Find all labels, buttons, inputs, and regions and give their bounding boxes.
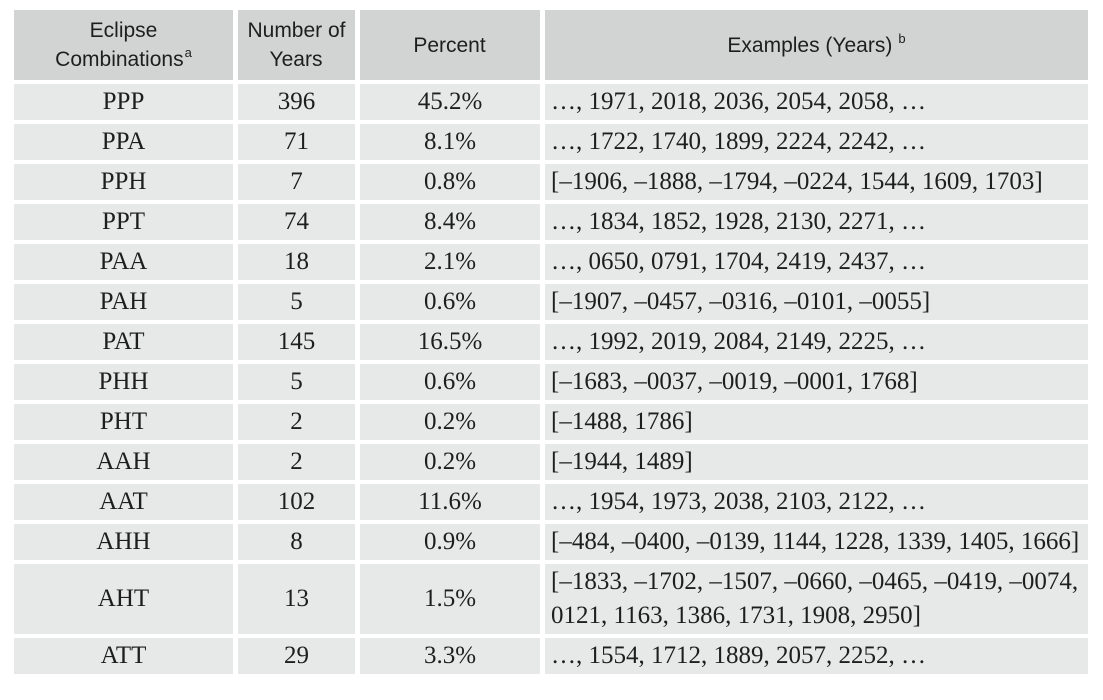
cell-number-of-years: 2 — [238, 404, 355, 440]
table-row: AHH 8 0.9% [–484, –0400, –0139, 1144, 12… — [14, 524, 1088, 560]
column-header-label: Examples (Years) b — [727, 30, 906, 57]
cell-eclipse-combination: PPP — [14, 84, 233, 120]
cell-eclipse-combination: ATT — [14, 638, 233, 674]
cell-examples-years: …, 1992, 2019, 2084, 2149, 2225, … — [545, 324, 1088, 360]
footnote-marker-a: a — [184, 45, 192, 60]
column-header-examples: Examples (Years) b — [545, 10, 1088, 80]
table-row: PAA 18 2.1% …, 0650, 0791, 1704, 2419, 2… — [14, 244, 1088, 280]
cell-percent: 0.8% — [360, 164, 540, 200]
table-row: PPA 71 8.1% …, 1722, 1740, 1899, 2224, 2… — [14, 124, 1088, 160]
column-header-number-of-years: Number of Years — [238, 10, 355, 80]
cell-examples-years: [–1944, 1489] — [545, 444, 1088, 480]
column-header-percent: Percent — [360, 10, 540, 80]
cell-percent: 45.2% — [360, 84, 540, 120]
cell-number-of-years: 74 — [238, 204, 355, 240]
column-header-label: Number of Years — [247, 19, 346, 71]
column-header-label: Eclipse Combinationsa — [55, 19, 192, 71]
cell-eclipse-combination: AAH — [14, 444, 233, 480]
cell-number-of-years: 7 — [238, 164, 355, 200]
cell-examples-years: …, 1834, 1852, 1928, 2130, 2271, … — [545, 204, 1088, 240]
cell-eclipse-combination: PAT — [14, 324, 233, 360]
cell-examples-years: …, 1971, 2018, 2036, 2054, 2058, … — [545, 84, 1088, 120]
table-row: PPH 7 0.8% [–1906, –1888, –1794, –0224, … — [14, 164, 1088, 200]
cell-examples-years: …, 1954, 1973, 2038, 2103, 2122, … — [545, 484, 1088, 520]
cell-eclipse-combination: AAT — [14, 484, 233, 520]
cell-number-of-years: 13 — [238, 564, 355, 634]
cell-percent: 8.1% — [360, 124, 540, 160]
table-row: PPP 396 45.2% …, 1971, 2018, 2036, 2054,… — [14, 84, 1088, 120]
table-row: PAH 5 0.6% [–1907, –0457, –0316, –0101, … — [14, 284, 1088, 320]
table-row: AAT 102 11.6% …, 1954, 1973, 2038, 2103,… — [14, 484, 1088, 520]
table-row: PPT 74 8.4% …, 1834, 1852, 1928, 2130, 2… — [14, 204, 1088, 240]
cell-examples-years: [–1906, –1888, –1794, –0224, 1544, 1609,… — [545, 164, 1088, 200]
cell-eclipse-combination: PHT — [14, 404, 233, 440]
table-row: AHT 13 1.5% [–1833, –1702, –1507, –0660,… — [14, 564, 1088, 634]
cell-percent: 11.6% — [360, 484, 540, 520]
column-header-eclipse-combinations: Eclipse Combinationsa — [14, 10, 233, 80]
table-row: ATT 29 3.3% …, 1554, 1712, 1889, 2057, 2… — [14, 638, 1088, 674]
cell-number-of-years: 71 — [238, 124, 355, 160]
table-row: AAH 2 0.2% [–1944, 1489] — [14, 444, 1088, 480]
cell-eclipse-combination: PPA — [14, 124, 233, 160]
cell-number-of-years: 102 — [238, 484, 355, 520]
table-row: PHH 5 0.6% [–1683, –0037, –0019, –0001, … — [14, 364, 1088, 400]
cell-number-of-years: 5 — [238, 364, 355, 400]
table-header-row: Eclipse Combinationsa Number of Years Pe… — [14, 10, 1088, 80]
footnote-marker-b: b — [898, 30, 906, 46]
cell-examples-years: [–1683, –0037, –0019, –0001, 1768] — [545, 364, 1088, 400]
cell-percent: 0.6% — [360, 284, 540, 320]
cell-percent: 16.5% — [360, 324, 540, 360]
cell-percent: 0.2% — [360, 444, 540, 480]
cell-examples-years: …, 0650, 0791, 1704, 2419, 2437, … — [545, 244, 1088, 280]
cell-percent: 1.5% — [360, 564, 540, 634]
cell-examples-years: [–1907, –0457, –0316, –0101, –0055] — [545, 284, 1088, 320]
cell-examples-years: …, 1722, 1740, 1899, 2224, 2242, … — [545, 124, 1088, 160]
cell-percent: 0.2% — [360, 404, 540, 440]
cell-examples-years: [–1833, –1702, –1507, –0660, –0465, –041… — [545, 564, 1088, 634]
cell-number-of-years: 5 — [238, 284, 355, 320]
cell-eclipse-combination: AHT — [14, 564, 233, 634]
cell-examples-years: …, 1554, 1712, 1889, 2057, 2252, … — [545, 638, 1088, 674]
cell-percent: 2.1% — [360, 244, 540, 280]
cell-examples-years: [–1488, 1786] — [545, 404, 1088, 440]
table-row: PAT 145 16.5% …, 1992, 2019, 2084, 2149,… — [14, 324, 1088, 360]
cell-number-of-years: 29 — [238, 638, 355, 674]
table-row: PHT 2 0.2% [–1488, 1786] — [14, 404, 1088, 440]
cell-percent: 0.6% — [360, 364, 540, 400]
cell-eclipse-combination: AHH — [14, 524, 233, 560]
cell-percent: 8.4% — [360, 204, 540, 240]
cell-number-of-years: 18 — [238, 244, 355, 280]
cell-percent: 3.3% — [360, 638, 540, 674]
cell-number-of-years: 2 — [238, 444, 355, 480]
cell-number-of-years: 396 — [238, 84, 355, 120]
cell-examples-years: [–484, –0400, –0139, 1144, 1228, 1339, 1… — [545, 524, 1088, 560]
cell-percent: 0.9% — [360, 524, 540, 560]
cell-eclipse-combination: PHH — [14, 364, 233, 400]
cell-eclipse-combination: PAA — [14, 244, 233, 280]
cell-eclipse-combination: PPH — [14, 164, 233, 200]
cell-eclipse-combination: PPT — [14, 204, 233, 240]
cell-number-of-years: 8 — [238, 524, 355, 560]
cell-number-of-years: 145 — [238, 324, 355, 360]
column-header-label: Percent — [413, 33, 486, 57]
eclipse-combination-frequency-table: Eclipse Combinationsa Number of Years Pe… — [14, 10, 1088, 674]
cell-eclipse-combination: PAH — [14, 284, 233, 320]
